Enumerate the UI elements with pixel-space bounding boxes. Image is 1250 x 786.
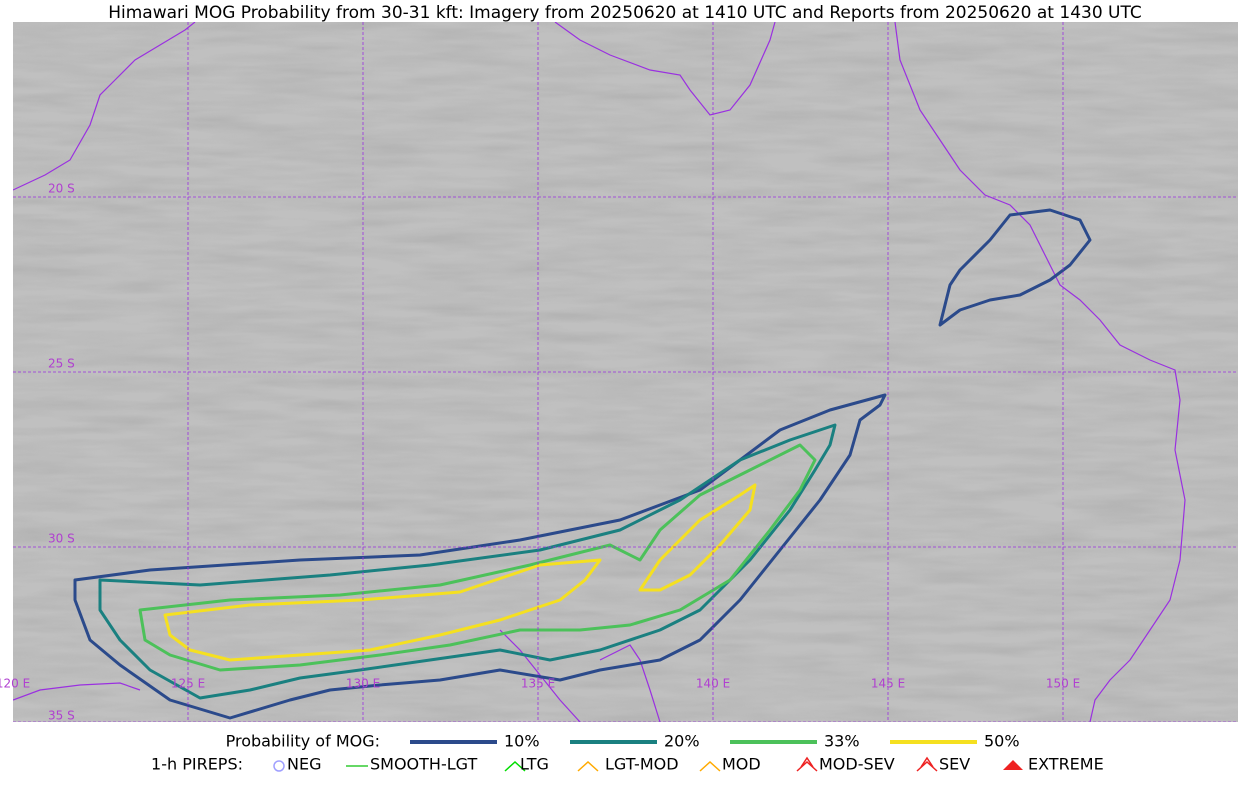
map	[13, 22, 1238, 722]
title: Himawari MOG Probability from 30-31 kft:…	[108, 3, 1142, 23]
pirep-item: EXTREME	[1028, 755, 1104, 774]
pirep-icon	[1003, 760, 1023, 770]
lon-label: 125 E	[171, 677, 205, 691]
pirep-icon	[504, 760, 526, 772]
pirep-icon	[699, 760, 721, 772]
lat-label: 30 S	[48, 532, 75, 546]
lat-label: 25 S	[48, 357, 75, 371]
legend: 10% 20% 33% 50%	[410, 732, 1020, 751]
pirep-item: LGT-MOD	[605, 755, 679, 774]
pirep-item: NEG	[287, 755, 321, 774]
pireps-legend: NEG SMOOTH-LGT LTG LGT-MOD MOD MOD-SEV SEV EXTR…	[273, 755, 1104, 774]
lat-label: 20 S	[48, 182, 75, 196]
probability-contours	[73, 208, 1092, 720]
lon-label: 140 E	[696, 677, 730, 691]
pirep-icon	[796, 756, 818, 772]
pireps-label: 1-h PIREPS:	[151, 755, 243, 774]
graticule-labels: 120 E 125 E 130 E 135 E 140 E 145 E 150 E 20 S 2…	[0, 182, 1080, 723]
lon-label: 120 E	[0, 677, 30, 691]
lon-label: 145 E	[871, 677, 905, 691]
pirep-item: MOD-SEV	[819, 755, 895, 774]
lon-label: 130 E	[346, 677, 380, 691]
pirep-item: LTG	[520, 755, 549, 774]
legend-item: 50%	[984, 732, 1020, 751]
legend-item: 20%	[664, 732, 700, 751]
pirep-icon	[916, 756, 938, 772]
legend-item: 10%	[504, 732, 540, 751]
pirep-icon	[577, 760, 599, 772]
graticule	[13, 22, 1238, 722]
legend-label: Probability of MOG:	[226, 732, 380, 751]
lat-label: 35 S	[48, 709, 75, 723]
pirep-item: SEV	[939, 755, 970, 774]
coastline	[13, 22, 1186, 722]
lon-label: 135 E	[521, 677, 555, 691]
legend-item: 33%	[824, 732, 860, 751]
pirep-item: SMOOTH-LGT	[370, 755, 477, 774]
pirep-item: MOD	[722, 755, 761, 774]
lon-label: 150 E	[1046, 677, 1080, 691]
pirep-icon	[273, 760, 285, 772]
